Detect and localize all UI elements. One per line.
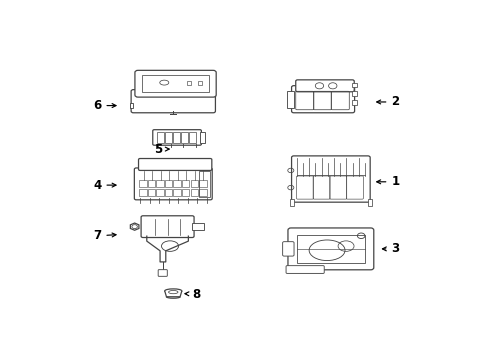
Text: 5: 5	[154, 143, 169, 156]
Bar	[368, 199, 372, 206]
Bar	[191, 189, 198, 196]
Polygon shape	[192, 223, 203, 230]
Bar	[290, 199, 294, 206]
Bar	[287, 91, 294, 108]
Text: 3: 3	[382, 242, 399, 255]
FancyBboxPatch shape	[288, 228, 374, 270]
Bar	[173, 132, 180, 143]
FancyBboxPatch shape	[153, 130, 201, 145]
FancyBboxPatch shape	[134, 168, 212, 200]
Bar	[199, 189, 206, 196]
Text: 8: 8	[185, 288, 200, 301]
Text: 7: 7	[93, 229, 116, 242]
Text: 1: 1	[377, 175, 399, 188]
Bar	[189, 132, 196, 143]
FancyBboxPatch shape	[135, 70, 216, 97]
FancyBboxPatch shape	[283, 242, 294, 256]
Bar	[156, 189, 164, 196]
Bar	[165, 189, 172, 196]
Polygon shape	[165, 291, 182, 297]
Ellipse shape	[165, 289, 182, 293]
FancyBboxPatch shape	[286, 266, 324, 273]
Bar	[182, 180, 190, 188]
Bar	[352, 91, 357, 96]
FancyBboxPatch shape	[158, 270, 167, 276]
Bar	[157, 132, 164, 143]
FancyBboxPatch shape	[292, 156, 370, 202]
Bar	[142, 75, 209, 92]
Bar	[182, 189, 190, 196]
Bar	[198, 81, 202, 85]
FancyBboxPatch shape	[292, 86, 355, 113]
Bar	[173, 180, 181, 188]
Text: 4: 4	[93, 179, 116, 192]
Text: 6: 6	[93, 99, 116, 112]
Bar	[297, 235, 365, 263]
Bar	[200, 132, 205, 143]
Bar	[352, 100, 357, 105]
Bar	[187, 81, 191, 85]
Bar	[352, 83, 357, 87]
Bar	[148, 189, 155, 196]
Bar	[165, 180, 172, 188]
Bar	[165, 132, 172, 143]
Bar	[199, 180, 206, 188]
Bar	[156, 180, 164, 188]
FancyBboxPatch shape	[139, 158, 212, 170]
Bar	[139, 189, 147, 196]
Bar	[181, 132, 188, 143]
Bar	[173, 189, 181, 196]
FancyBboxPatch shape	[131, 90, 216, 113]
FancyBboxPatch shape	[141, 216, 194, 238]
Bar	[199, 171, 210, 197]
FancyBboxPatch shape	[296, 80, 354, 92]
Bar	[191, 180, 198, 188]
Bar	[130, 103, 133, 108]
Text: 2: 2	[377, 95, 399, 108]
Bar	[139, 180, 147, 188]
Polygon shape	[130, 223, 139, 230]
Bar	[148, 180, 155, 188]
